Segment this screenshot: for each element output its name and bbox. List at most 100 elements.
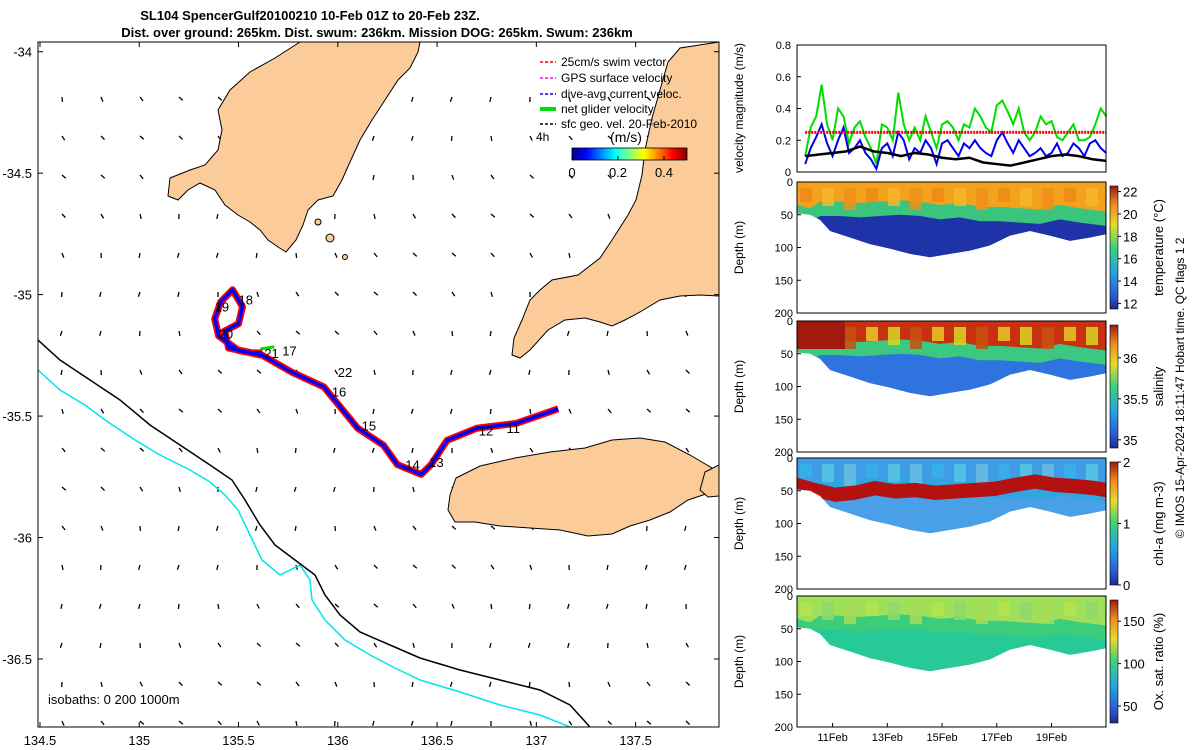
current-arrow xyxy=(566,330,570,336)
current-arrow xyxy=(295,408,299,414)
salinity-y-tick-label: 0 xyxy=(787,316,793,328)
current-arrow xyxy=(410,720,414,726)
day-label: 17 xyxy=(282,343,296,358)
title-line-2: Dist. over ground: 265km. Dist. swum: 23… xyxy=(121,25,633,40)
current-arrow xyxy=(139,369,143,375)
day-label: 11 xyxy=(507,421,521,436)
oxygen-colorbar xyxy=(1109,599,1119,724)
chlorophyll-y-tick-label: 50 xyxy=(781,486,793,498)
current-arrow xyxy=(412,213,417,219)
map-x-tick-label: 137.5 xyxy=(619,733,652,748)
current-arrow xyxy=(490,525,496,530)
current-arrow xyxy=(568,252,571,259)
landmass-kangaroo-island xyxy=(447,437,719,537)
current-arrow xyxy=(100,720,105,726)
current-arrow xyxy=(646,96,651,102)
current-arrow xyxy=(489,330,492,337)
chlorophyll-surface-patch xyxy=(910,464,922,486)
temperature-y-tick-label: 150 xyxy=(775,275,793,287)
current-arrow xyxy=(139,408,144,414)
map-y-tick-label: -35 xyxy=(13,288,32,303)
current-arrow xyxy=(685,681,691,686)
salinity-y-tick-label: 200 xyxy=(775,447,793,459)
current-arrow xyxy=(607,369,610,376)
current-arrow xyxy=(529,213,535,218)
oxygen-surface-patch xyxy=(844,602,856,624)
current-arrow xyxy=(178,642,182,648)
imos-side-note: © IMOS 15-Apr-2024 18:11:47 Hobart time.… xyxy=(1173,237,1187,538)
current-arrow xyxy=(256,681,262,686)
oxygen-surface-patch xyxy=(1064,602,1076,616)
current-arrow xyxy=(61,720,65,726)
current-arrow xyxy=(334,369,339,375)
current-arrow xyxy=(61,486,67,491)
oxygen-colorbar-tick-label: 50 xyxy=(1123,699,1137,714)
current-arrow xyxy=(137,603,141,609)
current-arrow xyxy=(139,447,145,452)
current-arrow xyxy=(61,135,66,141)
current-arrow xyxy=(98,291,102,297)
salinity-section: 0 50 100 150 200 Depth (m) 35 35.5 36 salinity xyxy=(732,316,1166,459)
day-label: 16 xyxy=(332,385,346,400)
chlorophyll-below-seafloor xyxy=(797,489,1106,589)
current-arrow xyxy=(217,603,220,610)
oxygen-surface-patch xyxy=(910,602,922,624)
current-arrow xyxy=(138,252,141,259)
current-arrow xyxy=(646,681,651,687)
chlorophyll-colorbar xyxy=(1109,461,1119,586)
temperature-surface-patch xyxy=(888,188,900,206)
current-arrow xyxy=(139,486,144,492)
salinity-y-tick-label: 150 xyxy=(775,414,793,426)
current-arrow xyxy=(217,369,223,374)
current-arrow xyxy=(450,135,453,142)
chlorophyll-y-tick-label: 100 xyxy=(775,519,793,531)
current-arrow xyxy=(332,447,336,453)
current-arrow xyxy=(334,642,339,648)
current-arrow xyxy=(683,564,687,570)
salinity-below-seafloor xyxy=(797,352,1106,452)
day-label: 14 xyxy=(405,458,419,473)
temperature-surface-patch xyxy=(800,188,812,202)
landmass-fleurieu xyxy=(699,464,719,498)
chlorophyll-y-tick-label: 150 xyxy=(775,551,793,563)
current-arrow xyxy=(256,291,260,297)
current-arrow xyxy=(217,96,223,101)
current-arrow xyxy=(61,447,66,453)
current-arrow xyxy=(490,174,495,180)
day-label: 22 xyxy=(338,365,352,380)
current-arrow xyxy=(451,603,455,609)
current-arrow xyxy=(295,720,298,727)
velocity-y-tick-label: 0.8 xyxy=(776,40,791,52)
oxygen-below-seafloor xyxy=(797,627,1106,727)
current-arrow xyxy=(685,369,690,375)
current-arrow xyxy=(412,603,417,609)
salinity-colorbar-tick-label: 36 xyxy=(1123,351,1137,366)
time-x-tick-label: 13Feb xyxy=(872,732,903,744)
current-arrow xyxy=(568,174,574,179)
current-arrow xyxy=(100,525,104,531)
map-x-tick-label: 136.5 xyxy=(421,733,454,748)
isobath-200m xyxy=(38,339,591,727)
velocity-y-tick-label: 0.4 xyxy=(776,104,791,116)
current-arrow xyxy=(488,681,492,687)
time-x-tick-label: 15Feb xyxy=(926,732,957,744)
day-labels: 18 19 20 21 17 22 16 15 14 13 12 11 xyxy=(215,292,520,472)
temperature-colorbar-tick-label: 18 xyxy=(1123,229,1137,244)
current-arrow xyxy=(373,525,377,531)
temperature-surface-patch xyxy=(976,188,988,210)
current-arrow xyxy=(60,369,63,376)
oxygen-surface-patch xyxy=(954,602,966,620)
day-label: 15 xyxy=(362,419,376,434)
chlorophyll-colorbar-tick-label: 2 xyxy=(1123,455,1130,470)
current-arrow xyxy=(451,252,457,257)
temperature-colorbar-tick-label: 14 xyxy=(1123,274,1137,289)
current-arrow xyxy=(490,135,493,142)
velocity-panel: 0 0.2 0.4 0.6 0.8 velocity magnitude (m/s) xyxy=(732,40,1108,179)
current-arrow xyxy=(644,564,648,570)
current-arrow xyxy=(529,135,533,141)
current-arrow xyxy=(568,720,573,726)
current-arrow xyxy=(217,642,222,648)
current-arrow xyxy=(606,564,609,571)
current-arrow xyxy=(451,564,457,569)
temperature-surface-patch xyxy=(998,188,1010,202)
